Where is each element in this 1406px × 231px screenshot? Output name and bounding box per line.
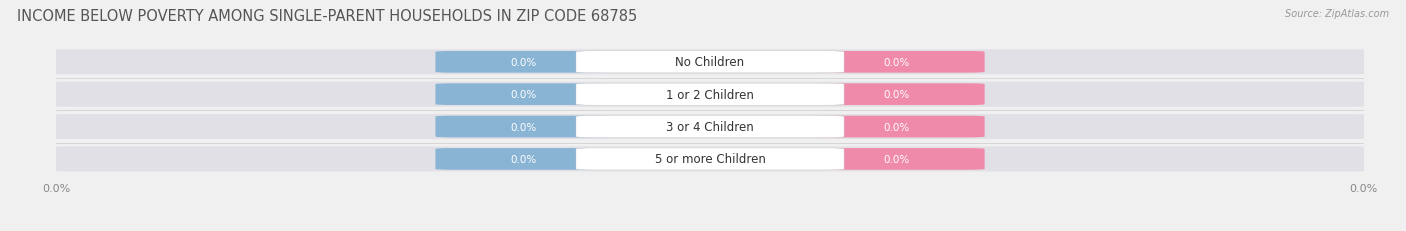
Text: 0.0%: 0.0% bbox=[510, 90, 537, 100]
Text: No Children: No Children bbox=[675, 56, 745, 69]
FancyBboxPatch shape bbox=[576, 148, 844, 170]
Text: 5 or more Children: 5 or more Children bbox=[655, 153, 765, 166]
Text: 0.0%: 0.0% bbox=[883, 58, 910, 67]
Text: 3 or 4 Children: 3 or 4 Children bbox=[666, 121, 754, 134]
Text: 0.0%: 0.0% bbox=[883, 90, 910, 100]
FancyBboxPatch shape bbox=[576, 84, 844, 106]
FancyBboxPatch shape bbox=[46, 82, 1374, 107]
FancyBboxPatch shape bbox=[576, 52, 844, 73]
Text: 0.0%: 0.0% bbox=[883, 122, 910, 132]
FancyBboxPatch shape bbox=[808, 52, 984, 73]
FancyBboxPatch shape bbox=[808, 116, 984, 138]
Text: 0.0%: 0.0% bbox=[510, 154, 537, 164]
FancyBboxPatch shape bbox=[436, 52, 612, 73]
Text: 0.0%: 0.0% bbox=[510, 122, 537, 132]
Text: 0.0%: 0.0% bbox=[510, 58, 537, 67]
Text: 0.0%: 0.0% bbox=[883, 154, 910, 164]
FancyBboxPatch shape bbox=[46, 115, 1374, 139]
Text: INCOME BELOW POVERTY AMONG SINGLE-PARENT HOUSEHOLDS IN ZIP CODE 68785: INCOME BELOW POVERTY AMONG SINGLE-PARENT… bbox=[17, 9, 637, 24]
FancyBboxPatch shape bbox=[808, 84, 984, 106]
FancyBboxPatch shape bbox=[576, 116, 844, 138]
FancyBboxPatch shape bbox=[436, 149, 612, 170]
FancyBboxPatch shape bbox=[46, 147, 1374, 172]
Text: 1 or 2 Children: 1 or 2 Children bbox=[666, 88, 754, 101]
FancyBboxPatch shape bbox=[46, 50, 1374, 75]
Text: Source: ZipAtlas.com: Source: ZipAtlas.com bbox=[1285, 9, 1389, 19]
FancyBboxPatch shape bbox=[436, 84, 612, 106]
FancyBboxPatch shape bbox=[808, 149, 984, 170]
FancyBboxPatch shape bbox=[436, 116, 612, 138]
